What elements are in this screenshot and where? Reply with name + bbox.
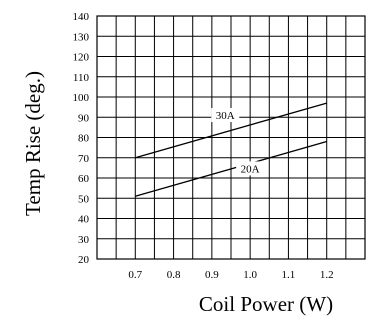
x-tick-labels: 0.7 0.8 0.9 1.0 1.1 1.2 <box>128 269 333 281</box>
series-line-30a <box>135 102 327 159</box>
y-tick-label: 100 <box>73 92 90 104</box>
y-tick-label: 40 <box>78 214 90 226</box>
y-tick-label: 140 <box>73 11 90 23</box>
series-label-background <box>236 161 265 176</box>
series-label-background <box>211 108 240 123</box>
y-tick-label: 50 <box>78 193 90 205</box>
y-tick-label: 90 <box>78 112 90 124</box>
x-tick-label: 0.8 <box>167 269 181 281</box>
y-tick-label: 60 <box>78 173 90 185</box>
y-tick-labels: 20 30 40 50 60 70 80 90 100 110 120 130 140 <box>73 11 90 266</box>
y-axis-label: Temp Rise (deg.) <box>21 71 45 216</box>
series-line-20a <box>135 140 327 197</box>
y-tick-label: 130 <box>73 31 90 43</box>
y-tick-label: 70 <box>78 153 90 165</box>
x-axis-label: Coil Power (W) <box>199 292 333 316</box>
x-tick-label: 1.2 <box>320 269 334 281</box>
grid <box>97 16 365 259</box>
plot-frame <box>96 15 366 260</box>
x-tick-label: 0.7 <box>128 269 142 281</box>
series-layer: 30A 20A <box>135 102 327 197</box>
y-tick-label: 20 <box>78 254 90 266</box>
x-tick-label: 1.0 <box>243 269 257 281</box>
x-tick-label: 0.9 <box>205 269 219 281</box>
y-tick-label: 80 <box>78 133 90 145</box>
x-tick-label: 1.1 <box>282 269 296 281</box>
series-label-30a: 30A <box>216 110 235 122</box>
y-tick-label: 110 <box>73 72 90 84</box>
y-tick-label: 120 <box>73 52 90 64</box>
y-tick-label: 30 <box>78 234 90 246</box>
series-label-20a: 20A <box>241 163 260 175</box>
